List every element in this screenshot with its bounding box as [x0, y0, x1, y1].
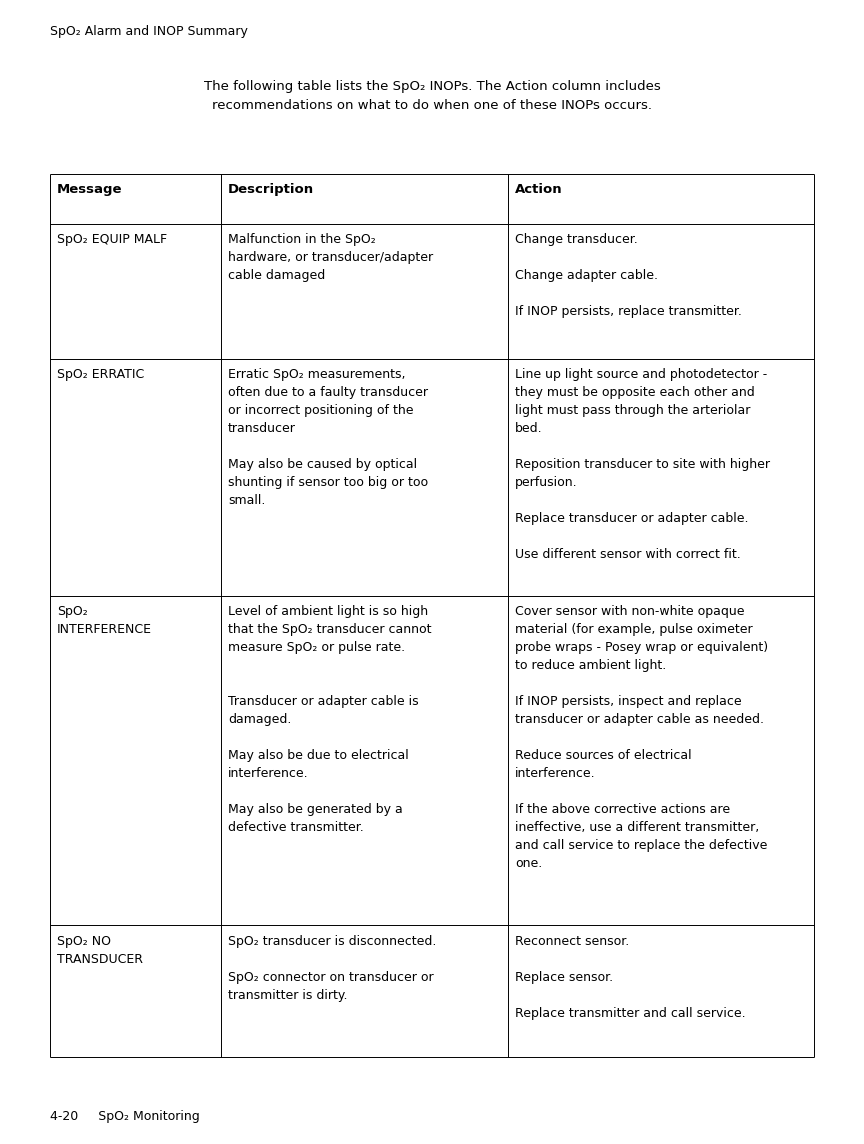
Text: Reconnect sensor.

Replace sensor.

Replace transmitter and call service.: Reconnect sensor. Replace sensor. Replac… [515, 935, 746, 1019]
Text: SpO₂ EQUIP MALF: SpO₂ EQUIP MALF [57, 233, 167, 246]
Text: SpO₂ transducer is disconnected.

SpO₂ connector on transducer or
transmitter is: SpO₂ transducer is disconnected. SpO₂ co… [228, 935, 436, 1002]
Text: SpO₂ ERRATIC: SpO₂ ERRATIC [57, 368, 144, 381]
Text: SpO₂ Alarm and INOP Summary: SpO₂ Alarm and INOP Summary [50, 25, 248, 38]
Text: Erratic SpO₂ measurements,
often due to a faulty transducer
or incorrect positio: Erratic SpO₂ measurements, often due to … [228, 368, 429, 508]
Text: 4-20     SpO₂ Monitoring: 4-20 SpO₂ Monitoring [50, 1111, 200, 1123]
Text: Malfunction in the SpO₂
hardware, or transducer/adapter
cable damaged: Malfunction in the SpO₂ hardware, or tra… [228, 233, 433, 283]
Text: SpO₂
INTERFERENCE: SpO₂ INTERFERENCE [57, 605, 152, 636]
Text: Level of ambient light is so high
that the SpO₂ transducer cannot
measure SpO₂ o: Level of ambient light is so high that t… [228, 605, 432, 834]
Text: Message: Message [57, 183, 123, 196]
Text: Cover sensor with non-white opaque
material (for example, pulse oximeter
probe w: Cover sensor with non-white opaque mater… [515, 605, 768, 871]
Text: Line up light source and photodetector -
they must be opposite each other and
li: Line up light source and photodetector -… [515, 368, 770, 562]
Text: The following table lists the SpO₂ INOPs. The Action column includes
recommendat: The following table lists the SpO₂ INOPs… [204, 80, 660, 112]
Text: SpO₂ NO
TRANSDUCER: SpO₂ NO TRANSDUCER [57, 935, 143, 966]
Text: Action: Action [515, 183, 562, 196]
Text: Change transducer.

Change adapter cable.

If INOP persists, replace transmitter: Change transducer. Change adapter cable.… [515, 233, 742, 318]
Text: Description: Description [228, 183, 314, 196]
